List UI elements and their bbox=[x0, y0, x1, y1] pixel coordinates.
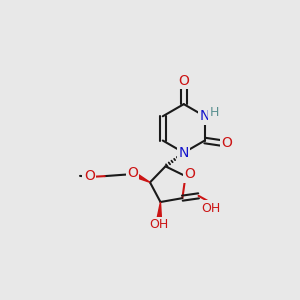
Text: O: O bbox=[178, 74, 189, 88]
Text: OH: OH bbox=[201, 202, 221, 215]
Text: OH: OH bbox=[150, 218, 169, 231]
Text: N: N bbox=[200, 109, 210, 123]
Text: O: O bbox=[127, 166, 138, 180]
Text: O: O bbox=[184, 167, 195, 181]
Text: O: O bbox=[221, 136, 233, 150]
Polygon shape bbox=[157, 202, 161, 218]
Text: O: O bbox=[84, 169, 95, 183]
Polygon shape bbox=[135, 174, 150, 182]
Text: N: N bbox=[178, 146, 189, 160]
Text: H: H bbox=[210, 106, 219, 118]
